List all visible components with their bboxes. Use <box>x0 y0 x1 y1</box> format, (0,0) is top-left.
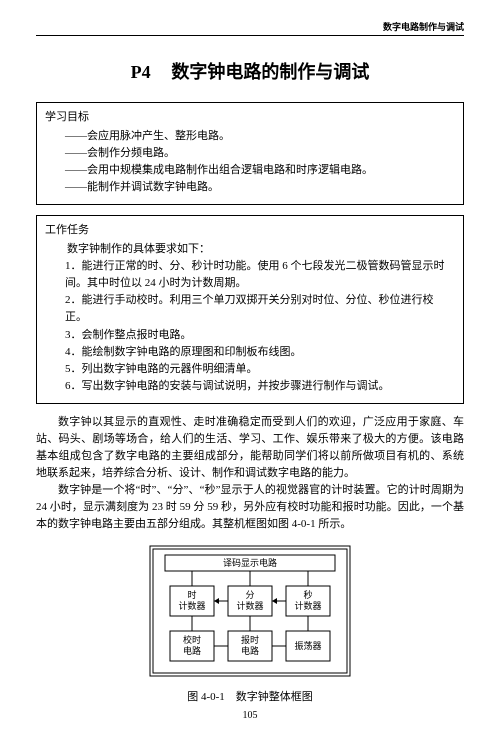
figure-caption: 图 4-0-1 数字钟整体框图 <box>36 688 464 704</box>
objective-item: ——会制作分频电路。 <box>65 145 455 162</box>
svg-text:时: 时 <box>187 589 196 600</box>
body-paragraph: 数字钟是一个将“时”、“分”、“秒”显示于人的视觉器官的计时装置。它的计时周期为… <box>36 482 464 533</box>
task-item: 1．能进行正常的时、分、秒计时功能。使用 6 个七段发光二极管数码管显示时间。其… <box>65 258 455 292</box>
svg-text:计数器: 计数器 <box>236 600 263 611</box>
objectives-heading: 学习目标 <box>45 109 455 126</box>
running-header: 数字电路制作与调试 <box>36 20 464 36</box>
task-item: 3．会制作整点报时电路。 <box>65 327 455 344</box>
objective-item: ——能制作并调试数字钟电路。 <box>65 179 455 196</box>
svg-text:分: 分 <box>245 590 254 600</box>
title-row: P4 数字钟电路的制作与调试 <box>36 58 464 84</box>
title-main: 数字钟电路的制作与调试 <box>171 58 369 84</box>
svg-text:计数器: 计数器 <box>178 600 205 611</box>
tasks-heading: 工作任务 <box>45 222 455 239</box>
title-label: P4 <box>131 62 151 83</box>
svg-text:电路: 电路 <box>241 645 259 656</box>
tasks-box: 工作任务 数字钟制作的具体要求如下： 1．能进行正常的时、分、秒计时功能。使用 … <box>36 215 464 403</box>
task-item: 6．写出数字钟电路的安装与调试说明，并按步骤进行制作与调试。 <box>65 378 455 395</box>
task-item: 4．能绘制数字钟电路的原理图和印制板布线图。 <box>65 344 455 361</box>
task-item: 2．能进行手动校时。利用三个单刀双掷开关分别对时位、分位、秒位进行校正。 <box>65 292 455 326</box>
svg-text:秒: 秒 <box>303 589 312 600</box>
objective-item: ——会应用脉冲产生、整形电路。 <box>65 128 455 145</box>
svg-text:报时: 报时 <box>241 634 259 645</box>
svg-text:振荡器: 振荡器 <box>294 640 321 651</box>
tasks-lead: 数字钟制作的具体要求如下： <box>45 241 455 258</box>
objective-item: ——会用中规模集成电路制作出组合逻辑电路和时序逻辑电路。 <box>65 162 455 179</box>
block-diagram: 译码显示电路 时 计数器 分 计数器 秒 计数器 <box>36 541 464 684</box>
page-number: 105 <box>36 710 464 721</box>
svg-text:电路: 电路 <box>183 645 201 656</box>
svg-text:计数器: 计数器 <box>294 600 321 611</box>
objectives-box: 学习目标 ——会应用脉冲产生、整形电路。 ——会制作分频电路。 ——会用中规模集… <box>36 102 464 205</box>
task-item: 5．列出数字钟电路的元器件明细清单。 <box>65 361 455 378</box>
diagram-top-label: 译码显示电路 <box>223 557 277 568</box>
page: 数字电路制作与调试 P4 数字钟电路的制作与调试 学习目标 ——会应用脉冲产生、… <box>0 0 500 731</box>
svg-text:校时: 校时 <box>183 634 201 645</box>
body-paragraph: 数字钟以其显示的直观性、走时准确稳定而受到人们的欢迎，广泛应用于家庭、车站、码头… <box>36 414 464 482</box>
